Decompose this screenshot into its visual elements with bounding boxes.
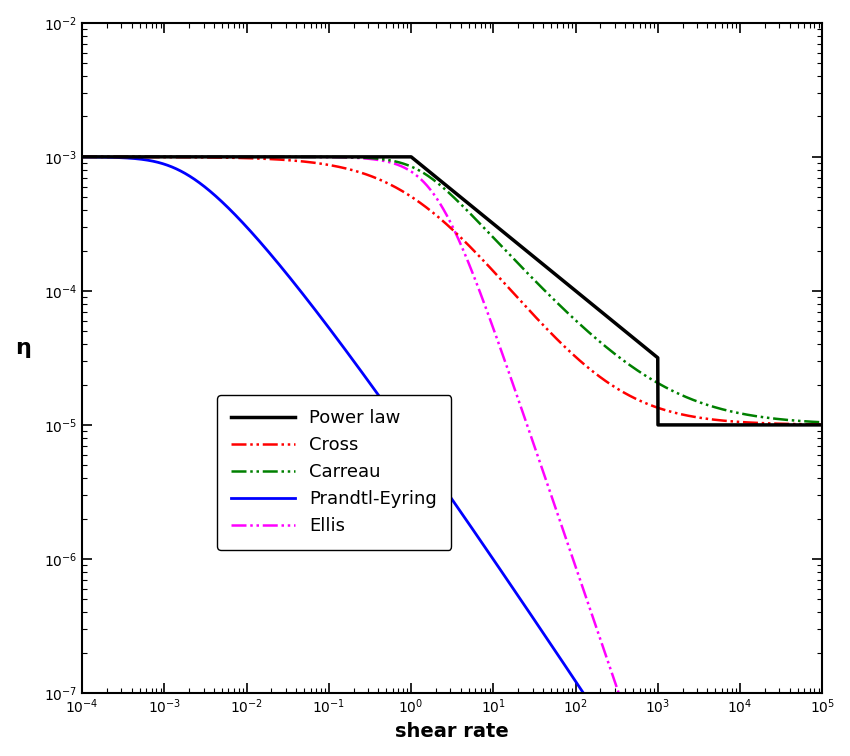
Carreau	[162, 152, 172, 161]
Power law	[206, 152, 216, 161]
Power law	[723, 420, 734, 429]
Prandtl-Eyring	[361, 373, 371, 383]
Cross	[393, 184, 403, 194]
Carreau	[361, 153, 371, 163]
Line: Ellis: Ellis	[82, 156, 823, 756]
Power law	[818, 420, 828, 429]
Y-axis label: η: η	[15, 338, 31, 358]
Ellis	[162, 152, 172, 161]
Ellis	[206, 152, 216, 161]
Carreau	[393, 157, 403, 166]
Cross	[162, 153, 172, 162]
Power law	[803, 420, 813, 429]
Power law	[361, 152, 371, 161]
Power law	[77, 152, 88, 161]
Line: Power law: Power law	[82, 156, 823, 425]
Prandtl-Eyring	[162, 160, 172, 169]
Line: Carreau: Carreau	[82, 156, 823, 423]
Power law	[162, 152, 172, 161]
Line: Cross: Cross	[82, 156, 823, 424]
Prandtl-Eyring	[77, 153, 88, 162]
Carreau	[723, 406, 734, 415]
Prandtl-Eyring	[206, 187, 216, 196]
Cross	[818, 420, 828, 429]
Prandtl-Eyring	[393, 418, 403, 427]
Carreau	[77, 152, 88, 161]
Carreau	[206, 152, 216, 161]
Carreau	[818, 418, 828, 427]
Cross	[723, 417, 734, 426]
Carreau	[802, 417, 813, 426]
Cross	[206, 153, 216, 162]
Cross	[77, 152, 88, 161]
X-axis label: shear rate: shear rate	[395, 722, 509, 741]
Ellis	[77, 152, 88, 161]
Cross	[361, 170, 371, 179]
Power law	[393, 152, 403, 161]
Ellis	[393, 160, 403, 169]
Legend: Power law, Cross, Carreau, Prandtl-Eyring, Ellis: Power law, Cross, Carreau, Prandtl-Eyrin…	[217, 395, 451, 550]
Cross	[802, 420, 813, 429]
Line: Prandtl-Eyring: Prandtl-Eyring	[82, 157, 823, 756]
Power law	[653, 420, 663, 429]
Ellis	[361, 154, 371, 163]
